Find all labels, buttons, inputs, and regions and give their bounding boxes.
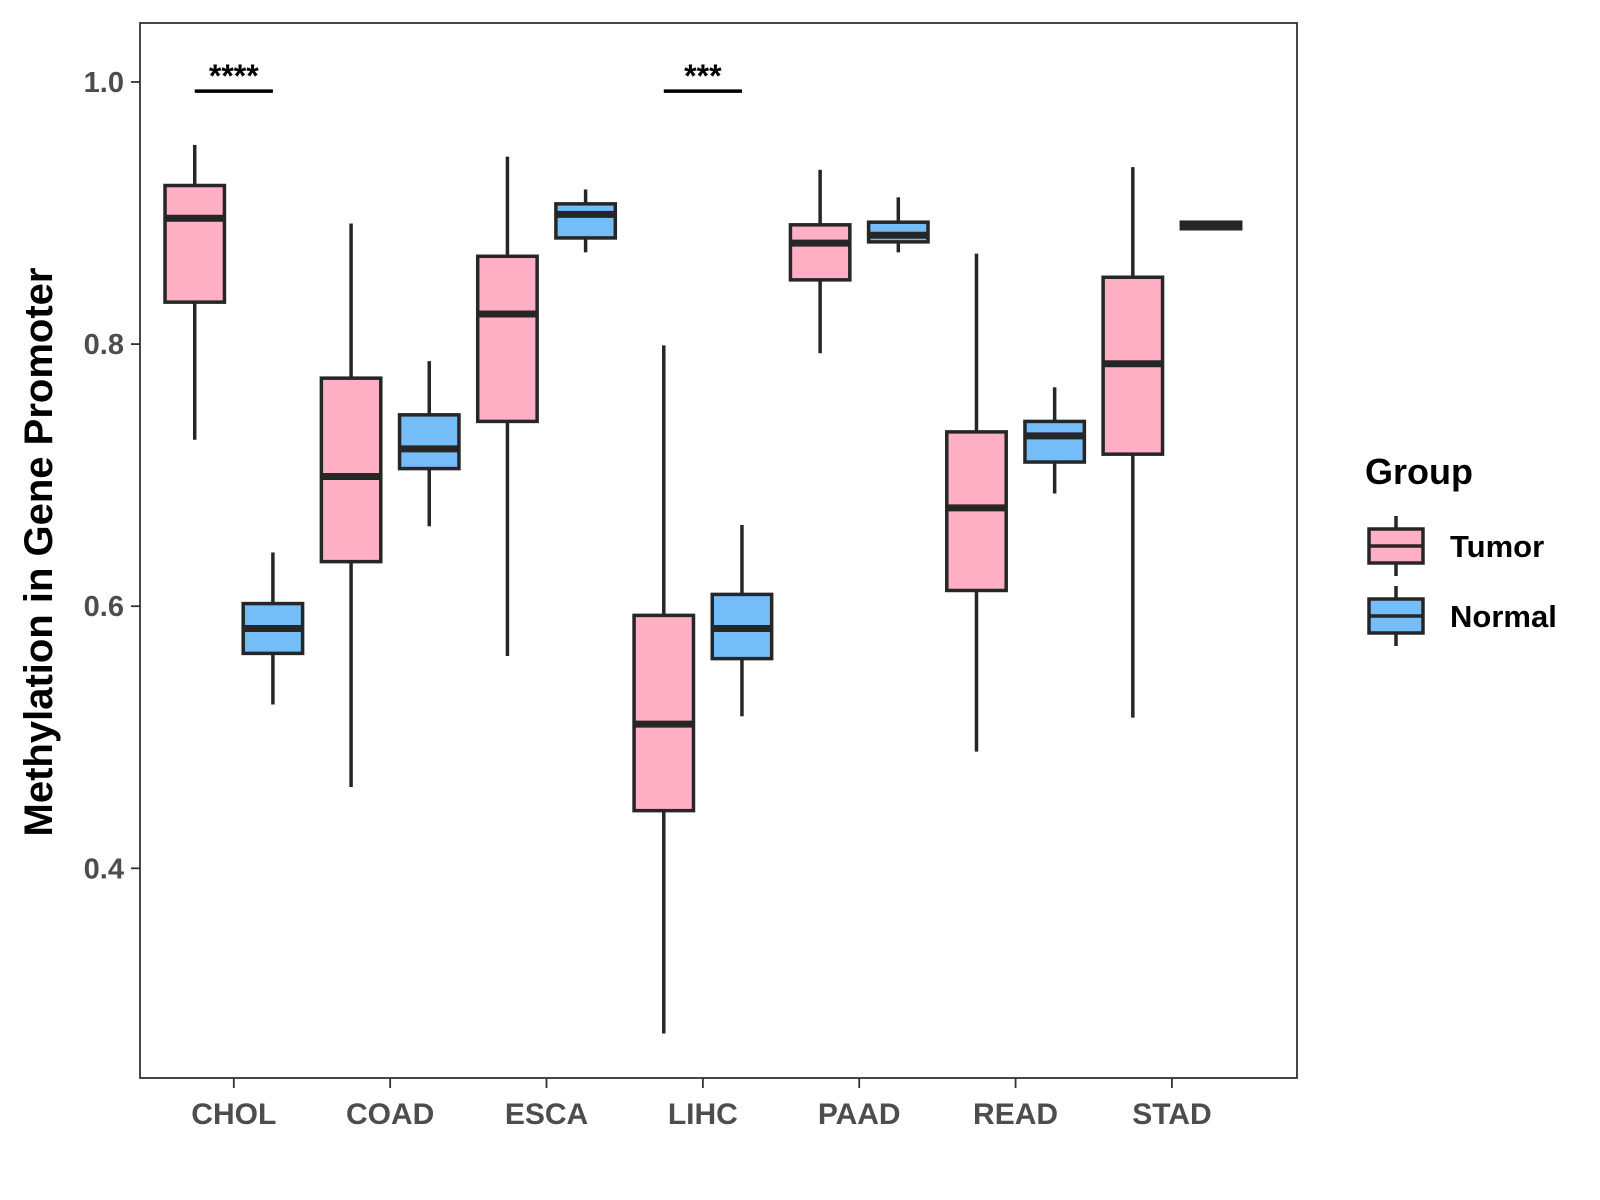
box-normal-lihc [710,524,774,717]
box-body [1023,419,1087,464]
box-body [397,413,461,471]
legend-label-tumor: Tumor [1450,529,1544,564]
x-axis: CHOL COAD ESCA LIHC PAAD READ STAD [191,1078,1212,1131]
box-tumor-read [945,253,1008,752]
box-tumor-coad [319,223,383,788]
x-tick-label-stad: STAD [1132,1098,1211,1131]
box-body [554,202,618,240]
y-axis-label: Methylation in Gene Promoter [17,268,61,837]
legend-title: Group [1365,451,1473,492]
box-tumor-stad [1101,167,1165,718]
y-tick-label-0-8: 0.8 [84,329,124,361]
box-normal-paad [866,197,930,253]
y-tick-label-0-4: 0.4 [84,853,124,885]
box-tumor-chol [163,144,227,440]
box-normal-stad [1179,220,1243,231]
boxes [163,144,1243,1034]
box-normal-esca [554,189,618,253]
legend-item-tumor: Tumor [1367,516,1544,576]
legend: Group Tumor Normal [1365,451,1557,646]
significance-label-chol: **** [209,58,259,94]
significance-annotations: **** *** [194,58,742,94]
x-tick-label-coad: COAD [346,1098,434,1131]
box-body [475,254,539,424]
significance-label-lihc: *** [684,58,722,94]
box-normal-chol [241,552,305,705]
legend-item-normal: Normal [1367,586,1557,646]
box-normal-read [1023,387,1087,494]
plot-panel [139,22,1298,1079]
box-tumor-paad [788,169,852,354]
box-normal-coad [397,361,461,527]
box-body [788,223,852,282]
y-tick-label-1-0: 1.0 [84,67,124,99]
legend-label-normal: Normal [1450,599,1557,634]
x-tick-label-read: READ [973,1098,1058,1131]
x-tick-label-paad: PAAD [818,1098,901,1131]
x-tick-label-esca: ESCA [505,1098,588,1131]
box-body [163,183,227,304]
box-body [319,376,383,564]
box-tumor-esca [475,156,539,656]
box-body [632,613,696,813]
box-tumor-lihc [632,345,696,1034]
y-axis-ticks: 0.4 0.6 0.8 1.0 [84,67,140,885]
y-tick-label-0-6: 0.6 [84,591,124,623]
x-tick-label-lihc: LIHC [668,1098,738,1131]
x-tick-label-chol: CHOL [191,1098,276,1131]
